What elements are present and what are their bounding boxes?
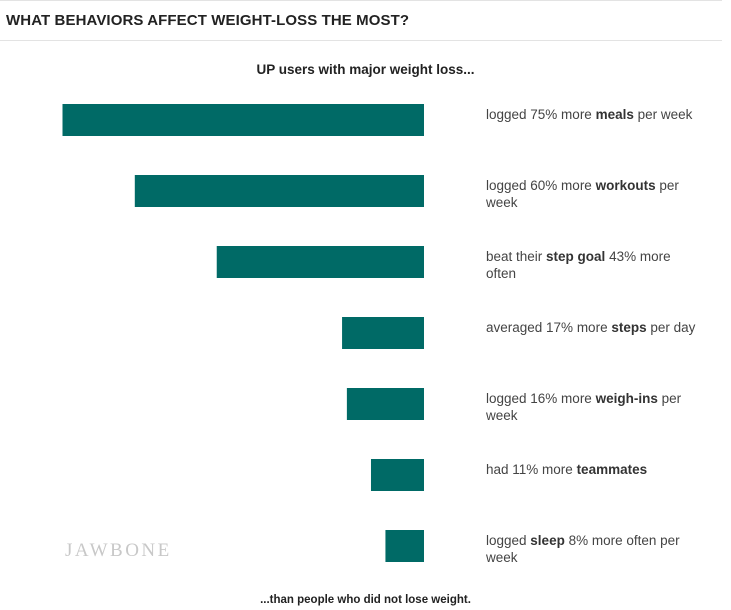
jawbone-watermark: JAWBONE bbox=[65, 540, 172, 561]
title-divider bbox=[0, 40, 722, 41]
chart-title: UP users with major weight loss... bbox=[256, 62, 475, 77]
bar bbox=[62, 104, 424, 136]
bar-label: averaged 17% more steps per day bbox=[486, 320, 696, 335]
bar bbox=[216, 246, 424, 278]
top-divider bbox=[0, 0, 722, 1]
bar bbox=[134, 175, 425, 207]
chart-footnote: ...than people who did not lose weight. bbox=[260, 594, 471, 606]
bar-label: beat their step goal 43% more often bbox=[486, 249, 671, 281]
bar bbox=[346, 388, 424, 420]
bar-label: had 11% more teammates bbox=[486, 462, 648, 477]
bar-label: logged 16% more weigh-ins per week bbox=[486, 391, 682, 423]
page-title: WHAT BEHAVIORS AFFECT WEIGHT-LOSS THE MO… bbox=[6, 12, 410, 29]
bar bbox=[370, 459, 424, 491]
bar bbox=[342, 317, 424, 349]
bar-label: logged 60% more workouts per week bbox=[486, 178, 679, 210]
bar-label: logged sleep 8% more often per week bbox=[486, 533, 680, 565]
bar bbox=[385, 530, 424, 562]
bar-label: logged 75% more meals per week bbox=[486, 107, 693, 122]
